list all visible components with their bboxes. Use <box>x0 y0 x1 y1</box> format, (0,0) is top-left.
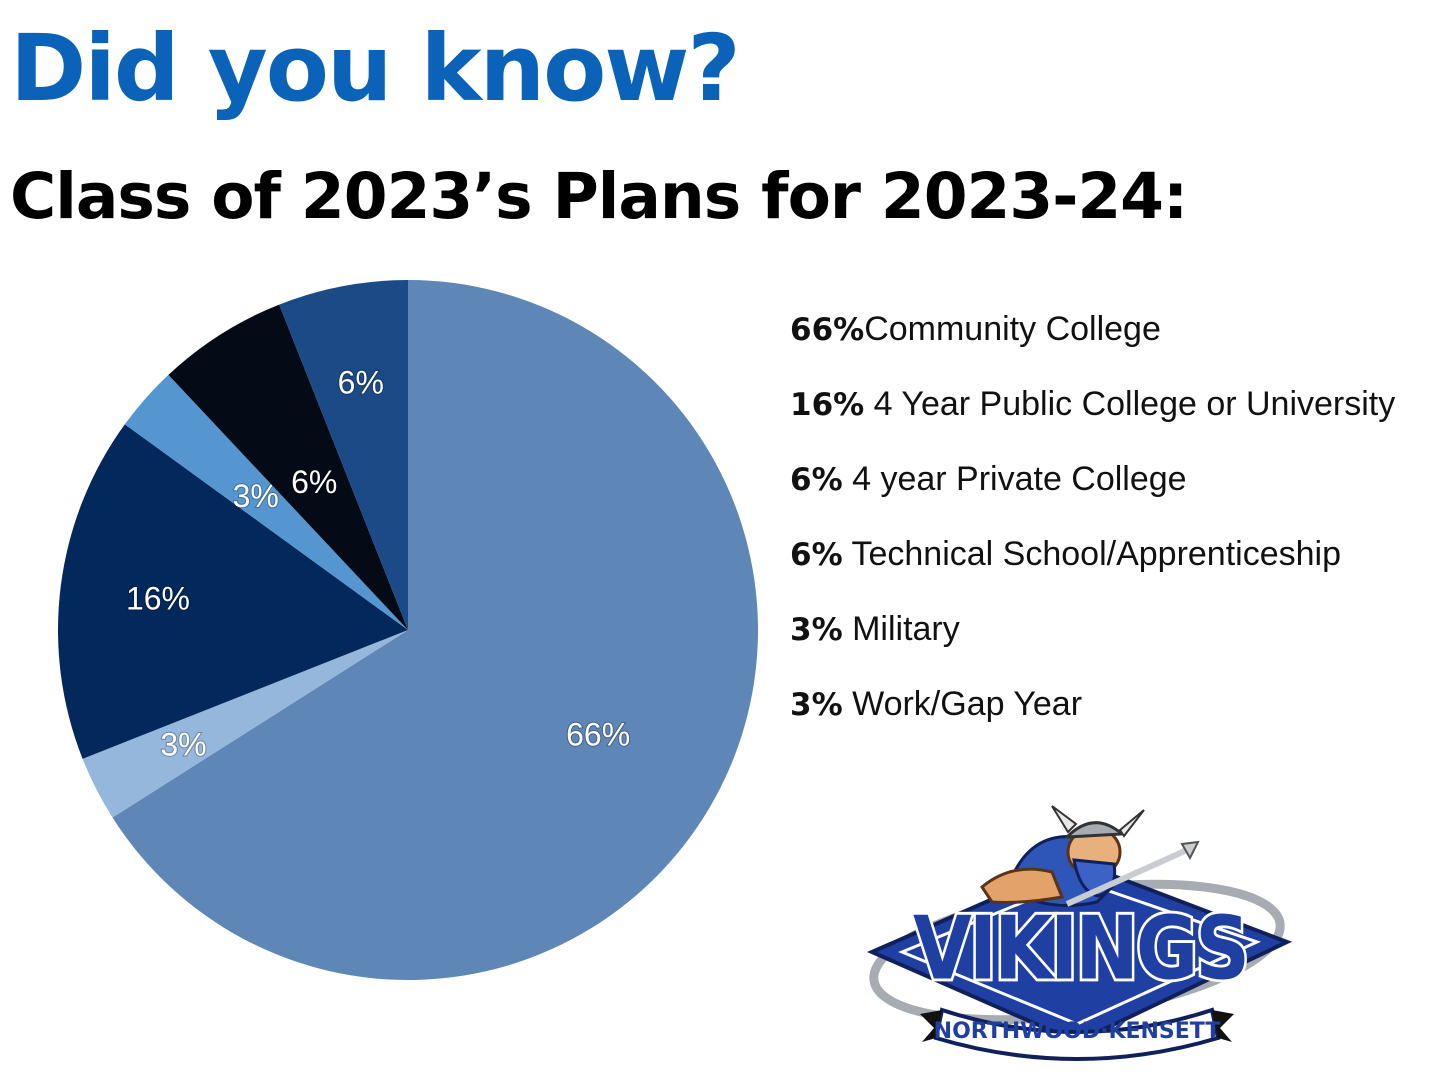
slice-label: 3% <box>160 726 206 762</box>
logo-banner-tail-right <box>1212 1010 1234 1042</box>
pie-slice <box>82 630 408 818</box>
legend-text: Military <box>842 610 960 648</box>
legend-pct: 6% <box>790 462 843 498</box>
legend-item-technical-school: 6% Technical School/Apprenticeship <box>790 525 1430 584</box>
logo-banner-text: NORTHWOOD·KENSETT <box>934 1019 1221 1044</box>
legend-text: 4 year Private College <box>842 460 1187 498</box>
slice-label: 6% <box>291 464 337 500</box>
slice-label: 6% <box>338 364 384 400</box>
pie-chart: 66%3%16%3% 6%6% <box>58 280 758 981</box>
legend-pct: 66% <box>790 312 865 348</box>
legend-text: Technical School/Apprenticeship <box>842 535 1341 573</box>
logo-banner <box>933 1007 1221 1061</box>
legend-pct: 3% <box>790 612 843 648</box>
viking-mascot-icon <box>980 805 1200 908</box>
slice-label: 16% <box>126 580 190 616</box>
chart-title: Class of 2023’s Plans for 2023-24: <box>10 160 1188 233</box>
legend-text: 4 Year Public College or University <box>864 385 1396 423</box>
legend-text: Community College <box>864 310 1161 348</box>
pie-slice <box>279 280 408 630</box>
legend-pct: 3% <box>790 687 843 723</box>
slice-label: 66% <box>566 717 630 753</box>
logo-wordmark: VIKINGS <box>913 898 1247 999</box>
pie-slice <box>168 304 408 630</box>
headline: Did you know? <box>10 15 741 122</box>
legend-text: Work/Gap Year <box>842 685 1083 723</box>
legend-item-community-college: 66%Community College <box>790 300 1430 359</box>
legend-pct: 16% <box>790 387 865 423</box>
legend-item-private-college: 6% 4 year Private College <box>790 450 1430 509</box>
legend-item-military: 3% Military <box>790 600 1430 659</box>
pie-slice <box>58 424 409 759</box>
legend-item-work-gap-year: 3% Work/Gap Year <box>790 675 1430 734</box>
legend: 66%Community College 16% 4 Year Public C… <box>790 300 1430 750</box>
logo-banner-tail-left <box>920 1010 942 1042</box>
legend-pct: 6% <box>790 537 843 573</box>
logo-diamond-inner <box>898 878 1262 1026</box>
legend-item-public-college: 16% 4 Year Public College or University <box>790 375 1430 434</box>
vikings-logo: VIKINGS NORTHWOOD·KENSETT <box>867 805 1293 1061</box>
pie-slice <box>112 280 758 981</box>
pie-slice <box>124 374 408 630</box>
